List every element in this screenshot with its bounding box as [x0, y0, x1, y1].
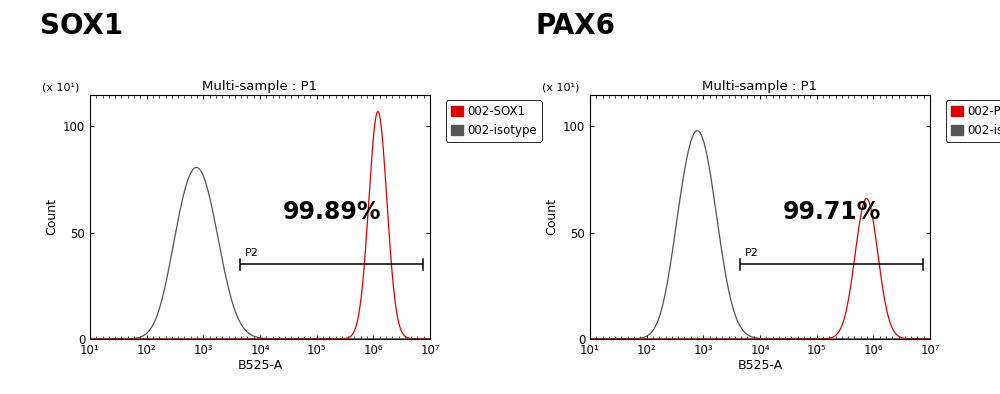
X-axis label: B525-A: B525-A	[237, 359, 283, 372]
Text: 99.89%: 99.89%	[282, 200, 381, 224]
Text: PAX6: PAX6	[535, 12, 615, 40]
Text: 99.71%: 99.71%	[782, 200, 881, 224]
Title: Multi-sample : P1: Multi-sample : P1	[702, 80, 818, 93]
Text: SOX1: SOX1	[40, 12, 123, 40]
Text: P2: P2	[245, 248, 259, 258]
Text: (x 10¹): (x 10¹)	[542, 82, 580, 92]
Title: Multi-sample : P1: Multi-sample : P1	[202, 80, 318, 93]
Legend: 002-SOX1, 002-isotype: 002-SOX1, 002-isotype	[446, 100, 542, 142]
Text: P2: P2	[745, 248, 759, 258]
Text: (x 10¹): (x 10¹)	[42, 82, 80, 92]
Y-axis label: Count: Count	[546, 198, 559, 235]
Legend: 002-PAX6, 002-isotype: 002-PAX6, 002-isotype	[946, 100, 1000, 142]
Y-axis label: Count: Count	[46, 198, 59, 235]
X-axis label: B525-A: B525-A	[737, 359, 783, 372]
